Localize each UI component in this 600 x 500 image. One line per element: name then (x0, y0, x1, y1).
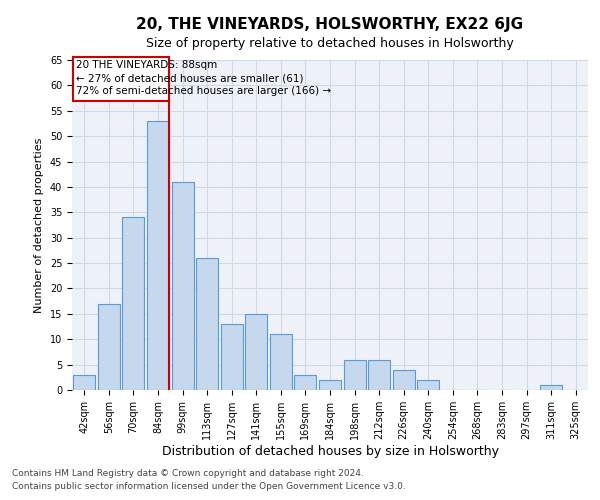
Bar (98, 304, 120, 390)
Text: 20, THE VINEYARDS, HOLSWORTHY, EX22 6JG: 20, THE VINEYARDS, HOLSWORTHY, EX22 6JG (136, 18, 524, 32)
Bar (122, 218, 145, 390)
Bar (540, 385, 562, 390)
Bar (417, 380, 439, 390)
Bar (221, 324, 243, 390)
Bar (368, 360, 390, 390)
Bar (172, 182, 194, 390)
Text: Size of property relative to detached houses in Holsworthy: Size of property relative to detached ho… (146, 38, 514, 51)
Bar (295, 375, 316, 390)
Y-axis label: Number of detached properties: Number of detached properties (34, 138, 44, 312)
Bar (245, 314, 268, 390)
Bar (344, 360, 365, 390)
Bar (319, 380, 341, 390)
Text: Contains public sector information licensed under the Open Government Licence v3: Contains public sector information licen… (12, 482, 406, 491)
Text: Contains HM Land Registry data © Crown copyright and database right 2024.: Contains HM Land Registry data © Crown c… (12, 468, 364, 477)
FancyBboxPatch shape (73, 58, 169, 100)
Bar (196, 258, 218, 390)
Text: 20 THE VINEYARDS: 88sqm
← 27% of detached houses are smaller (61)
72% of semi-de: 20 THE VINEYARDS: 88sqm ← 27% of detache… (76, 60, 331, 96)
Bar (147, 121, 169, 390)
Bar (392, 370, 415, 390)
X-axis label: Distribution of detached houses by size in Holsworthy: Distribution of detached houses by size … (161, 444, 499, 458)
Bar (270, 334, 292, 390)
Bar (73, 375, 95, 390)
